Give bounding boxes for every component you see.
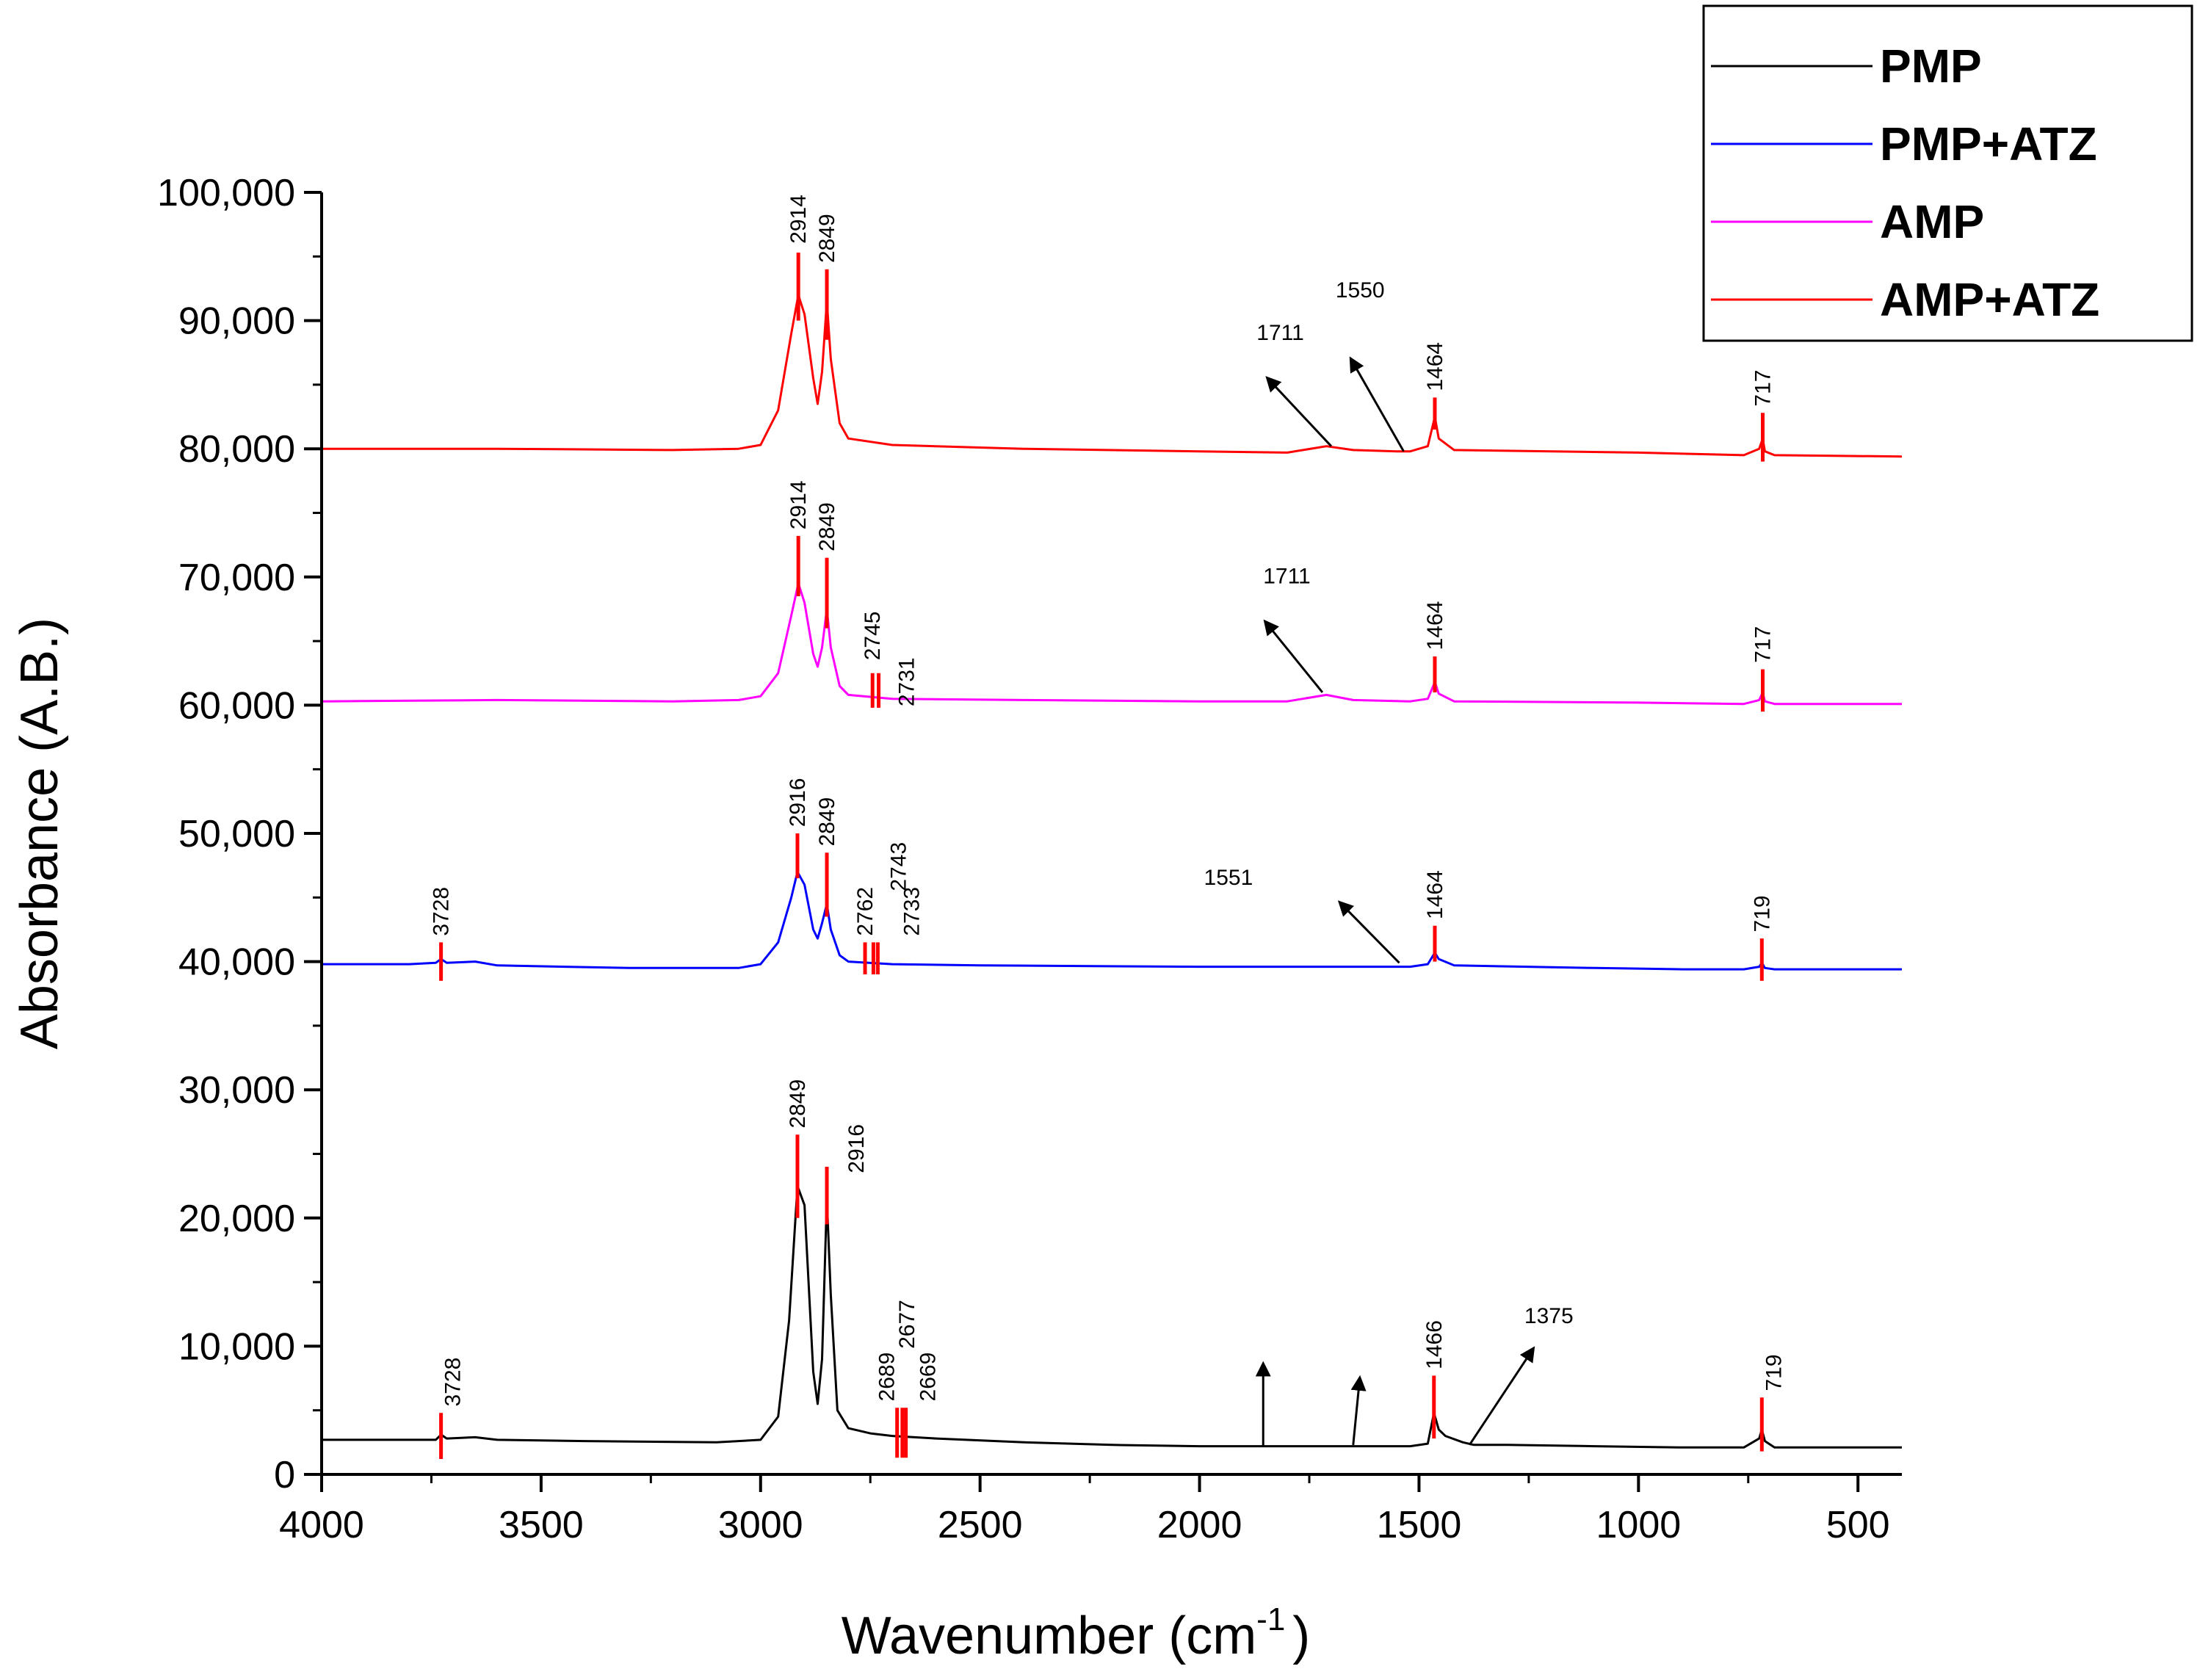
peak-label-10: 3728: [430, 887, 454, 936]
y-tick-label-10: 100,000: [157, 172, 295, 214]
x-tick-label-4: 2000: [1157, 1504, 1242, 1546]
peak-label-5: 2849: [815, 502, 839, 551]
peak-label-15: 2733: [900, 887, 924, 936]
annotation-layer: 1711 1550 1711 1551 1375: [1204, 278, 1574, 1447]
annotation-arrow-2: [1263, 619, 1324, 693]
peak-label-7: 2731: [895, 657, 919, 706]
peak-label-3: 717: [1751, 370, 1776, 407]
peak-label-11: 2916: [786, 778, 810, 828]
legend-box: [1702, 4, 2193, 342]
peak-label-6: 2745: [861, 612, 885, 661]
axes: [320, 192, 1902, 1476]
y-tick-label-9: 90,000: [178, 300, 295, 343]
peak-label-8: 1464: [1423, 601, 1447, 651]
peak-label-14: 2743: [886, 842, 911, 891]
series-line-pmp: [322, 1184, 1902, 1449]
legend-label-3: AMP+ATZ: [1880, 273, 2099, 326]
y-tick-label-6: 60,000: [178, 684, 295, 727]
annotation-arrow-3: [1337, 900, 1400, 964]
annotation-arrow-5: [1350, 1375, 1367, 1445]
annotation-label-6: 1375: [1524, 1304, 1574, 1328]
y-axis-title: Absorbance (A.B.): [10, 618, 69, 1049]
x-tick-label-7: 500: [1826, 1504, 1890, 1546]
annotation-label-0: 1711: [1256, 321, 1304, 345]
peak-label-4: 2914: [786, 480, 811, 529]
y-tick-label-1: 10,000: [178, 1325, 295, 1368]
x-tick-label-5: 1500: [1377, 1504, 1462, 1546]
series-layer: [321, 294, 1903, 1449]
annotation-arrow-6: [1468, 1346, 1535, 1446]
y-tick-label-3: 30,000: [178, 1069, 295, 1112]
peak-label-13: 2762: [853, 887, 878, 936]
y-tick-label-8: 80,000: [178, 428, 295, 471]
peak-label-12: 2849: [815, 797, 839, 847]
peak-label-24: 1466: [1422, 1320, 1447, 1369]
y-tick-label-2: 20,000: [178, 1198, 295, 1240]
y-tick-label-0: 0: [274, 1454, 295, 1496]
annotation-label-1: 1550: [1336, 278, 1385, 303]
annotation-label-2: 1711: [1263, 565, 1311, 589]
series-line-pmp-atz: [322, 870, 1902, 971]
x-tick-label-6: 1000: [1596, 1504, 1681, 1546]
peak-label-16: 1464: [1423, 870, 1447, 919]
legend-label-2: AMP: [1880, 195, 1984, 248]
peak-label-1: 2849: [815, 214, 839, 263]
x-axis-title: Wavenumber (cm-1): [842, 1601, 1311, 1665]
x-tick-label-2: 3000: [718, 1504, 803, 1546]
y-tick-label-4: 40,000: [178, 941, 295, 984]
peak-label-23: 2669: [916, 1353, 941, 1402]
peak-label-22: 2677: [895, 1300, 919, 1349]
legend-label-1: PMP+ATZ: [1880, 117, 2097, 170]
x-tick-label-1: 3500: [499, 1504, 584, 1546]
y-tick-label-5: 50,000: [178, 813, 295, 855]
peak-label-21: 2689: [875, 1353, 900, 1402]
legend: PMP PMP+ATZ AMP AMP+ATZ: [1702, 4, 2193, 342]
peak-label-0: 2914: [786, 195, 811, 244]
x-tick-label-3: 2500: [938, 1504, 1023, 1546]
peak-label-18: 3728: [441, 1358, 466, 1407]
peak-label-20: 2916: [844, 1124, 869, 1173]
peak-label-25: 719: [1762, 1354, 1786, 1391]
series-line-amp-atz: [322, 294, 1903, 458]
x-tick-label-0: 4000: [279, 1504, 364, 1546]
annotation-arrow-0: [1265, 376, 1332, 447]
peak-label-9: 717: [1751, 626, 1776, 663]
peak-label-17: 719: [1750, 895, 1774, 932]
peak-label-2: 1464: [1423, 342, 1447, 391]
legend-label-0: PMP: [1880, 40, 1982, 93]
y-tick-label-7: 70,000: [178, 557, 295, 599]
tick-layer: 0 10,000 20,000 30,000 40,000 50,000 60,000 70,…: [157, 172, 1890, 1546]
annotation-label-3: 1551: [1204, 866, 1253, 890]
peak-label-19: 2849: [786, 1079, 810, 1129]
series-line-amp: [321, 582, 1902, 706]
annotation-arrow-1: [1349, 356, 1405, 452]
